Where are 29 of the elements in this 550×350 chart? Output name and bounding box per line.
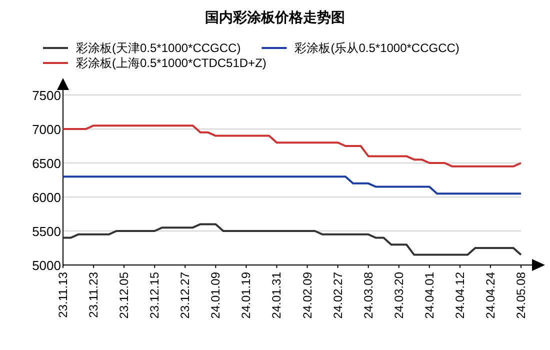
x-tick-label: 24.01.19: [239, 272, 254, 319]
x-tick-label: 24.04.24: [483, 272, 498, 319]
line-series: [62, 223, 522, 256]
x-tick-label: 24.03.08: [361, 272, 376, 319]
x-tick-label: 23.12.05: [117, 272, 132, 319]
x-tick-label: 24.03.20: [392, 272, 406, 319]
x-tick-label: 24.04.01: [422, 272, 436, 319]
legend-label: 彩涂板(上海0.5*1000*CTDC51D+Z): [76, 56, 266, 70]
y-tick-label: 6500: [32, 156, 61, 171]
y-tick-label: 5000: [32, 258, 61, 273]
x-tick-label: 24.02.09: [300, 272, 314, 319]
legend-label: 彩涂板(天津0.5*1000*CCGCC): [76, 41, 241, 55]
line-series: [62, 176, 522, 195]
x-tick-label: 23.11.23: [86, 272, 101, 318]
x-tick-label: 23.12.15: [148, 272, 162, 319]
x-tick-label: 24.01.09: [208, 272, 223, 319]
x-tick-label: 23.12.27: [178, 272, 192, 319]
x-tick-label: 24.05.08: [514, 272, 528, 319]
x-tick-label: 23.11.13: [56, 272, 70, 318]
x-tick-label: 24.04.12: [452, 272, 467, 319]
x-tick-label: 24.02.27: [330, 272, 345, 319]
x-tick-label: 24.01.31: [270, 272, 284, 319]
y-tick-label: 5500: [32, 224, 61, 239]
y-tick-label: 7500: [32, 88, 61, 103]
line-series: [62, 124, 522, 168]
y-tick-label: 7000: [32, 122, 61, 137]
chart-title: 国内彩涂板价格走势图: [205, 9, 345, 25]
y-tick-label: 6000: [32, 190, 61, 205]
legend-label: 彩涂板(乐从0.5*1000*CCGCC): [294, 41, 460, 55]
